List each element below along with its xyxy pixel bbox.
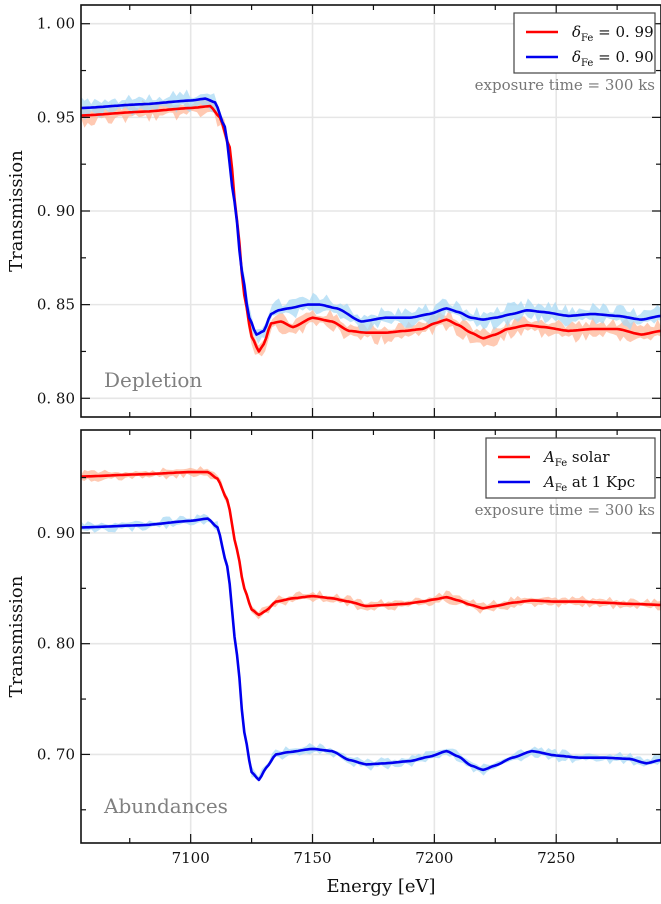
legend-box (485, 437, 656, 499)
legend-label-1: δFe = 0. 90 (572, 48, 654, 69)
x-tick-label: 7250 (537, 849, 575, 867)
x-tick-label: 7100 (172, 849, 210, 867)
legend: δFe = 0. 99 δFe = 0. 90 (513, 12, 656, 74)
series-line-1 (80, 97, 661, 336)
legend-label-0: AFe solar (542, 448, 610, 469)
x-tick-labels: 7100 7150 7200 7250 (172, 849, 576, 867)
axis-ticks (81, 430, 661, 843)
x-tick-label: 7200 (415, 849, 453, 867)
legend-label-1: AFe at 1 Kpc (542, 473, 635, 494)
uncertainty-band-0 (81, 97, 661, 357)
legend: AFe solar AFe at 1 Kpc (485, 437, 656, 499)
y-tick-label: 0. 80 (37, 389, 75, 407)
y-tick-label: 0. 85 (37, 296, 75, 314)
legend-label-0: δFe = 0. 99 (572, 23, 654, 44)
exposure-annotation: exposure time = 300 ks (475, 501, 655, 519)
y-tick-labels: 0. 80 0. 85 0. 90 0. 95 1. 00 (37, 15, 75, 408)
y-tick-labels: 0. 70 0. 80 0. 90 (37, 524, 75, 763)
y-tick-label: 0. 90 (37, 202, 75, 220)
panel-label: Depletion (104, 368, 202, 392)
axis-ticks (81, 5, 661, 417)
panel-abundances: 0. 70 0. 80 0. 90 7100 7150 7200 7250 Transmi… (6, 429, 661, 897)
y-tick-label: 0. 80 (37, 635, 75, 653)
uncertainty-band-1 (81, 513, 661, 781)
y-tick-label: 0. 70 (37, 745, 75, 763)
series-lines (81, 470, 661, 782)
panel-depletion: 0. 80 0. 85 0. 90 0. 95 1. 00 Transmission D… (6, 4, 661, 418)
x-axis-label: Energy [eV] (326, 876, 435, 897)
y-tick-label: 0. 90 (37, 524, 75, 542)
y-tick-label: 0. 95 (37, 108, 75, 126)
exposure-annotation: exposure time = 300 ks (475, 76, 655, 94)
plot-frame (80, 429, 661, 844)
y-axis-label: Transmission (6, 150, 27, 272)
y-axis-label: Transmission (6, 575, 27, 697)
legend-box (513, 12, 656, 74)
series-line-0 (81, 470, 661, 617)
series-line-1 (81, 517, 661, 782)
uncertainty-band-0 (81, 466, 661, 620)
confidence-bands (81, 466, 661, 781)
series-line-0 (80, 104, 661, 353)
series-lines (80, 97, 661, 353)
uncertainty-band-1 (81, 89, 661, 344)
panel-label: Abundances (103, 794, 228, 818)
grid-lines (81, 430, 661, 843)
y-tick-label: 1. 00 (37, 15, 75, 33)
confidence-bands (81, 89, 661, 357)
x-tick-label: 7150 (293, 849, 331, 867)
